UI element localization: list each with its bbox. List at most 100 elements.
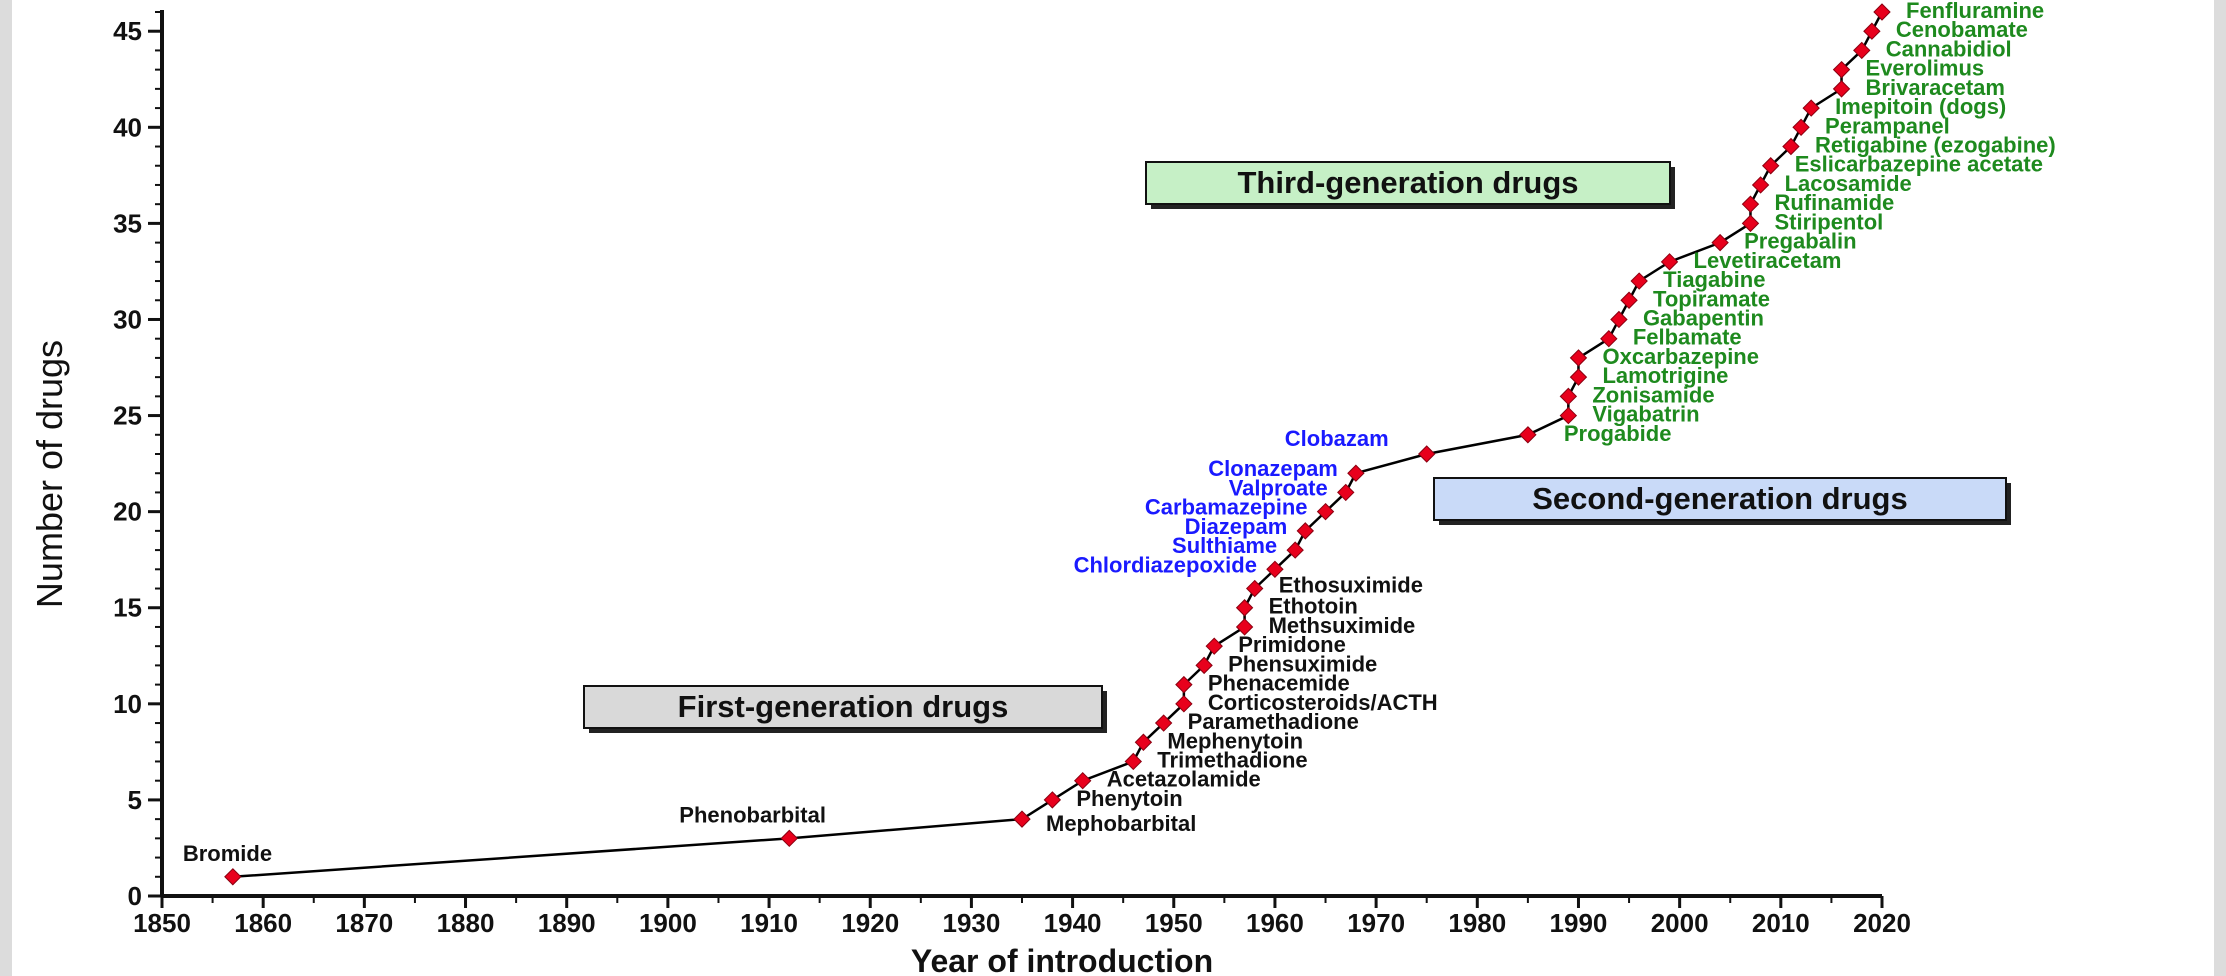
data-point-marker (1863, 22, 1881, 40)
box-label: Second-generation drugs (1532, 481, 1907, 516)
box-label: Third-generation drugs (1238, 165, 1579, 200)
box-panel (583, 685, 1103, 729)
drug-label: Lacosamide (1785, 171, 1912, 196)
first-generation-drugs-box: First-generation drugs (583, 685, 1107, 733)
data-point-marker (1559, 406, 1578, 425)
x-tick-label: 2020 (1853, 908, 1911, 938)
y-tick-label: 35 (113, 208, 142, 238)
box-panel (1433, 477, 2007, 521)
x-tick-label: 1930 (942, 908, 1000, 938)
markers (224, 3, 1891, 886)
drug-label: Acetazolamide (1107, 767, 1261, 792)
data-point-marker (1235, 618, 1254, 636)
data-point-marker (1417, 445, 1436, 463)
drug-label: Sulthiame (1172, 533, 1277, 558)
y-tick-label: 45 (113, 16, 142, 46)
drug-label: Rufinamide (1774, 190, 1894, 215)
drug-label: Ethotoin (1269, 594, 1358, 619)
data-point-marker (224, 868, 242, 886)
box-label: First-generation drugs (678, 689, 1009, 724)
drug-label: Stiripentol (1774, 209, 1883, 234)
drug-label: Vigabatrin (1592, 402, 1699, 427)
drug-label: Trimethadione (1157, 747, 1307, 772)
y-tick-label: 30 (113, 304, 142, 334)
x-tick-label: 2000 (1651, 908, 1709, 938)
drug-label: Perampanel (1825, 113, 1950, 138)
drug-label: Levetiracetam (1694, 248, 1842, 273)
data-point-marker (1853, 41, 1871, 60)
data-point-marker (1559, 387, 1578, 406)
data-point-marker (1195, 656, 1213, 675)
drug-label: Valproate (1229, 475, 1328, 500)
data-point-marker (1175, 675, 1193, 694)
y-tick-label: 25 (113, 401, 142, 431)
drug-labels: Bromide Phenobarbital MephobarbitalPhenyto… (183, 0, 2056, 866)
data-point-marker (1124, 752, 1143, 771)
data-point-marker (1205, 637, 1223, 655)
x-tick-label: 1880 (437, 908, 495, 938)
data-point-marker (1873, 3, 1891, 21)
chart-frame: 1850 1860 1870 1880 1890 1900 1910 1920 1930 1940… (12, 0, 2214, 976)
drug-label: Mephenytoin (1167, 728, 1303, 753)
drug-label: Clonazepam (1208, 456, 1338, 481)
data-point-marker (1610, 310, 1628, 329)
data-point-marker (1043, 791, 1062, 809)
drug-label: Corticosteroids/ACTH (1208, 690, 1438, 715)
y-axis-label: Number of drugs (29, 340, 70, 608)
x-tick-label: 1860 (234, 908, 292, 938)
data-point-marker (780, 829, 799, 848)
drug-label: Mephobarbital (1046, 811, 1196, 836)
data-point-marker (1832, 60, 1851, 79)
x-tick-label: 1960 (1246, 908, 1304, 938)
drug-label: Primidone (1238, 632, 1346, 657)
drug-label: Retigabine (ezogabine) (1815, 133, 2056, 158)
data-point-marker (1347, 464, 1365, 482)
data-point-marker (1154, 714, 1173, 732)
drug-label: Pregabalin (1744, 229, 1856, 254)
x-axis-label: Year of introduction (911, 943, 1213, 976)
data-point-marker (1782, 137, 1800, 156)
data-point-marker (1741, 214, 1760, 233)
data-point-marker (1802, 99, 1820, 117)
x-tick-label: 1940 (1044, 908, 1102, 938)
data-point-marker (1741, 195, 1760, 213)
y-tick-label: 10 (113, 689, 142, 719)
x-tick-label: 1910 (740, 908, 798, 938)
x-tick-label: 1900 (639, 908, 697, 938)
drug-label: Gabapentin (1643, 305, 1764, 330)
drug-label: Zonisamide (1592, 382, 1714, 407)
drug-label: Topiramate (1653, 286, 1770, 311)
y-tick-label: 20 (113, 497, 142, 527)
drug-introduction-chart: 1850 1860 1870 1880 1890 1900 1910 1920 1930 1940… (29, 0, 2056, 976)
x-tick-label: 1950 (1145, 908, 1203, 938)
drug-label: Tiagabine (1663, 267, 1765, 292)
drug-label: Lamotrigine (1602, 363, 1728, 388)
x-tick-label: 2010 (1752, 908, 1810, 938)
second-generation-drugs-box: Second-generation drugs (1433, 477, 2011, 525)
data-point-marker (1600, 329, 1618, 348)
x-tick-label: 1970 (1347, 908, 1405, 938)
drug-label: Chlordiazepoxide (1074, 552, 1257, 577)
drug-label: Methsuximide (1269, 613, 1416, 638)
drug-label: Phensuximide (1228, 651, 1377, 676)
data-point-marker (1711, 233, 1729, 252)
generation-boxes: First-generation drugs Second-generation … (583, 161, 2011, 733)
x-tick-label: 1850 (133, 908, 191, 938)
drug-label: Everolimus (1866, 56, 1985, 81)
drug-label: Paramethadione (1188, 709, 1359, 734)
data-point-marker (1316, 502, 1335, 521)
data-point-marker (1235, 599, 1254, 617)
drug-label: Imepitoin (dogs) (1835, 94, 2006, 119)
data-point-marker (1245, 579, 1264, 598)
drug-label: Fenfluramine (1906, 0, 2044, 23)
data-point-marker (1761, 157, 1780, 175)
data-point-marker (1751, 176, 1770, 194)
data-point-marker (1620, 291, 1638, 309)
drug-label: Phenacemide (1208, 671, 1350, 696)
data-point-marker (1175, 695, 1193, 713)
axes: 1850 1860 1870 1880 1890 1900 1910 1920 1930 1940… (113, 10, 1911, 938)
drug-label: Bromide (183, 841, 272, 866)
data-point-marker (1296, 522, 1315, 540)
drug-label: Diazepam (1185, 514, 1288, 539)
drug-label: Felbamate (1633, 325, 1742, 350)
